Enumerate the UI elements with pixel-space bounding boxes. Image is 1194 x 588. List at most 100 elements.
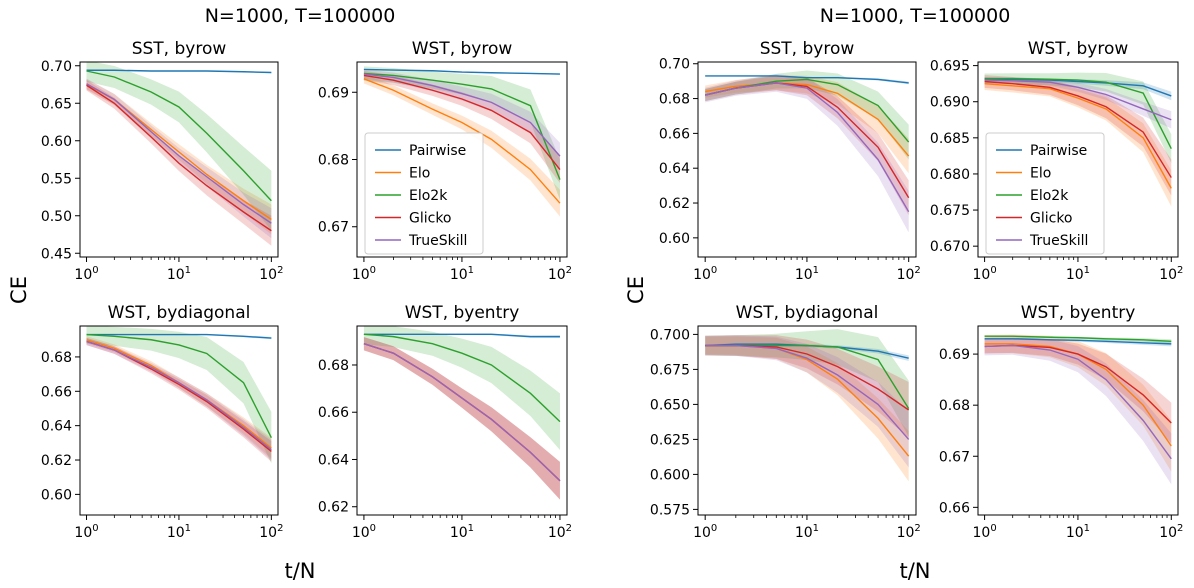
y-tick-label: 0.60 xyxy=(41,134,72,150)
x-tick-label: 100 xyxy=(352,523,376,541)
legend: Pairwise Elo Elo2k Glicko TrueSkill xyxy=(985,132,1105,255)
y-tick-label: 0.66 xyxy=(318,405,349,421)
x-tick-label: 102 xyxy=(548,265,572,283)
x-tick-label: 101 xyxy=(450,523,474,541)
legend-entry-elo: Elo xyxy=(409,166,430,182)
y-tick-label: 0.67 xyxy=(939,449,970,465)
group-1-xlabel: t/N xyxy=(899,559,930,583)
y-tick-label: 0.64 xyxy=(659,161,690,177)
band-elo2k xyxy=(86,62,272,231)
x-tick-exponent: 2 xyxy=(1177,265,1183,276)
y-tick-label: 0.66 xyxy=(41,384,72,400)
band-trueskill xyxy=(86,337,272,461)
series-line-pairwise xyxy=(86,69,272,74)
series-line-elo2k xyxy=(86,70,272,202)
panel-data xyxy=(984,72,1172,207)
x-tick-exponent: 1 xyxy=(813,265,819,276)
legend-entry-elo2k: Elo2k xyxy=(1030,188,1069,204)
y-tick-label: 0.70 xyxy=(41,59,72,75)
x-tick-exponent: 0 xyxy=(711,265,717,276)
series-line-elo2k xyxy=(363,72,561,180)
y-tick-label: 0.45 xyxy=(41,246,72,262)
series-line-trueskill xyxy=(984,79,1172,121)
x-tick-label: 100 xyxy=(693,523,717,541)
band-elo2k xyxy=(705,70,909,160)
x-tick-label: 102 xyxy=(897,523,921,541)
band-trueskill xyxy=(363,337,560,500)
y-tick-label: 0.70 xyxy=(659,57,690,73)
legend-entry-trueskill: TrueSkill xyxy=(1029,233,1088,249)
series-line-elo2k xyxy=(984,77,1172,149)
series-line-elo xyxy=(363,78,561,204)
panel-title: WST, bydiagonal xyxy=(736,303,879,323)
series-line-pairwise xyxy=(86,333,272,339)
band-glicko xyxy=(86,337,272,462)
group-1-ylabel: CE xyxy=(624,276,648,304)
panel-title: WST, byrow xyxy=(1028,39,1129,59)
band-pairwise xyxy=(705,343,909,361)
series-line-trueskill xyxy=(705,344,910,440)
panel-data xyxy=(363,326,561,500)
band-elo2k xyxy=(86,326,272,464)
series-line-trueskill xyxy=(363,343,561,482)
series-line-elo xyxy=(705,82,910,157)
group-1-title: N=1000, T=100000 xyxy=(820,5,1011,27)
band-elo2k xyxy=(984,72,1172,164)
y-tick-label: 0.670 xyxy=(930,239,970,255)
x-tick-exponent: 2 xyxy=(277,265,283,276)
band-elo xyxy=(984,77,1172,207)
legend-entry-trueskill: TrueSkill xyxy=(408,233,467,249)
panel-title: WST, byrow xyxy=(412,39,513,59)
legend-entry-elo: Elo xyxy=(1030,166,1051,182)
x-tick-label: 100 xyxy=(972,523,996,541)
y-tick-label: 0.68 xyxy=(41,350,72,366)
x-tick-exponent: 1 xyxy=(1084,265,1090,276)
series-line-elo xyxy=(984,82,1172,189)
legend-box xyxy=(364,132,484,255)
y-tick-label: 0.64 xyxy=(318,452,349,468)
x-tick-exponent: 0 xyxy=(990,523,996,534)
band-pairwise xyxy=(984,77,1172,101)
x-tick-exponent: 2 xyxy=(1177,523,1183,534)
band-elo xyxy=(984,334,1172,472)
legend-entry-elo2k: Elo2k xyxy=(409,188,448,204)
y-tick-label: 0.62 xyxy=(318,500,349,516)
legend-entry-glicko: Glicko xyxy=(1030,211,1073,227)
x-tick-exponent: 0 xyxy=(370,265,376,276)
x-tick-label: 100 xyxy=(352,265,376,283)
band-elo xyxy=(86,336,272,459)
band-glicko xyxy=(363,337,560,500)
panel-5: WST, byrow 0.670 0.675 0.680 0.685 0.690 0.695… xyxy=(930,39,1183,283)
series-line-elo2k xyxy=(984,335,1172,343)
x-tick-exponent: 1 xyxy=(468,523,474,534)
x-tick-label: 102 xyxy=(259,265,283,283)
y-tick-label: 0.64 xyxy=(41,419,72,435)
x-tick-label: 100 xyxy=(74,265,98,283)
x-tick-exponent: 0 xyxy=(711,523,717,534)
panel-6: WST, bydiagonal 0.575 0.600 0.625 0.650 0.675… xyxy=(650,303,921,541)
x-tick-exponent: 1 xyxy=(1084,523,1090,534)
series-line-elo2k xyxy=(86,333,272,438)
x-tick-exponent: 2 xyxy=(566,265,572,276)
y-tick-label: 0.69 xyxy=(939,347,970,363)
x-tick-label: 102 xyxy=(548,523,572,541)
y-tick-label: 0.50 xyxy=(41,209,72,225)
x-tick-exponent: 1 xyxy=(468,265,474,276)
group-0-ylabel: CE xyxy=(7,276,31,304)
y-tick-label: 0.62 xyxy=(659,196,690,212)
x-tick-label: 102 xyxy=(1159,265,1183,283)
series-line-trueskill xyxy=(363,73,561,157)
series-line-pairwise xyxy=(363,333,560,338)
series-line-trueskill xyxy=(86,340,272,451)
y-tick-label: 0.695 xyxy=(930,59,970,75)
band-glicko xyxy=(705,75,909,216)
series-line-trueskill xyxy=(86,83,272,224)
series-line-pairwise xyxy=(363,68,560,75)
y-tick-label: 0.68 xyxy=(939,398,970,414)
series-line-glicko xyxy=(86,84,272,232)
group-0-title: N=1000, T=100000 xyxy=(205,5,396,27)
